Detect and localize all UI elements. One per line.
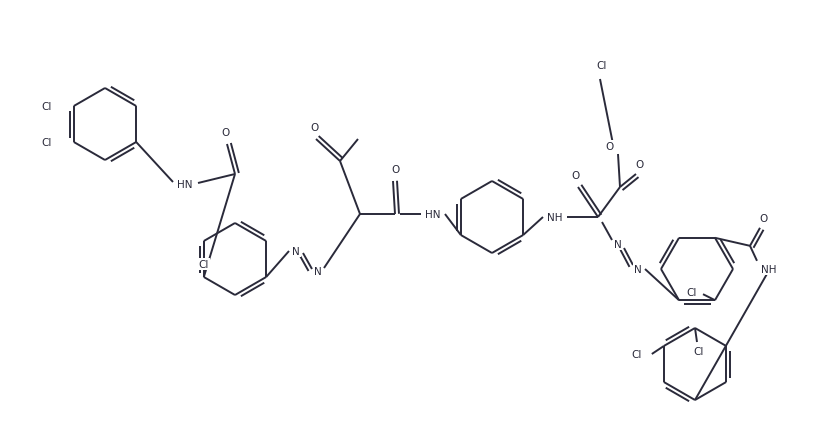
- Text: N: N: [634, 264, 642, 274]
- Text: Cl: Cl: [631, 349, 642, 359]
- Text: NH: NH: [761, 264, 777, 274]
- Text: Cl: Cl: [597, 61, 607, 71]
- Text: Cl: Cl: [41, 102, 52, 112]
- Text: O: O: [760, 213, 768, 223]
- Text: N: N: [292, 246, 300, 256]
- Text: O: O: [606, 141, 614, 152]
- Text: N: N: [314, 266, 322, 276]
- Text: Cl: Cl: [41, 138, 52, 147]
- Text: Cl: Cl: [694, 346, 704, 356]
- Text: O: O: [221, 128, 229, 138]
- Text: O: O: [572, 171, 580, 181]
- Text: Cl: Cl: [686, 288, 697, 298]
- Text: NH: NH: [547, 212, 563, 222]
- Text: N: N: [614, 240, 622, 249]
- Text: O: O: [310, 123, 318, 133]
- Text: O: O: [636, 160, 644, 169]
- Text: O: O: [391, 165, 399, 175]
- Text: HN: HN: [178, 180, 192, 190]
- Text: HN: HN: [425, 209, 441, 219]
- Text: Cl: Cl: [199, 259, 209, 269]
